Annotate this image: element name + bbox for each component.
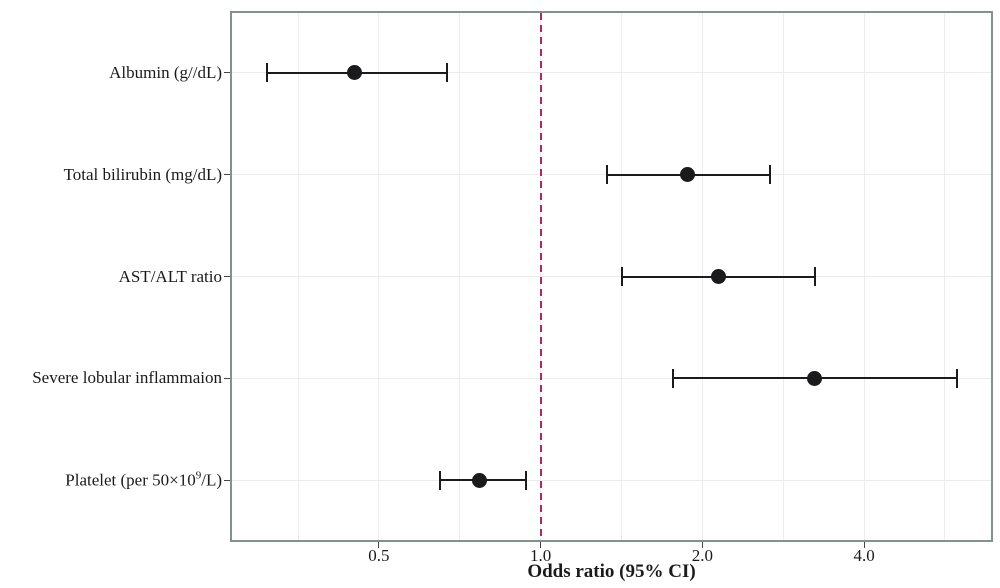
y-axis-label: Platelet (per 50×109/L) [65, 469, 222, 490]
error-bar-cap-high [525, 470, 528, 490]
point-marker [346, 65, 362, 81]
x-axis-tick [540, 542, 542, 548]
plot-area [230, 11, 993, 542]
y-axis-label: Severe lobular inflammaion [32, 368, 222, 388]
error-bar-cap-low [621, 267, 624, 286]
error-bar-cap-low [266, 63, 269, 83]
y-axis-label: AST/ALT ratio [118, 266, 222, 286]
y-axis-label: Total bilirubin (mg/dL) [63, 164, 222, 184]
error-bar-cap-low [439, 470, 442, 490]
point-marker [472, 472, 488, 488]
gridline-y [232, 72, 991, 74]
error-bar-cap-high [446, 63, 449, 83]
x-axis-tick-label: 4.0 [853, 546, 875, 565]
x-axis-tick [701, 542, 703, 548]
x-axis-tick [863, 542, 865, 548]
y-axis-tick [224, 72, 230, 74]
y-axis-tick [224, 377, 230, 379]
x-axis-tick [378, 542, 380, 548]
y-axis-labels: Albumin (g//dL) Total bilirubin (mg/dL) AS… [0, 13, 222, 540]
error-bar-cap-low [671, 368, 674, 388]
x-axis-tick-label: 0.5 [368, 546, 390, 565]
y-axis-tick [224, 276, 230, 277]
point-marker [680, 167, 696, 183]
error-bar-cap-high [813, 267, 816, 286]
point-marker [806, 370, 822, 386]
x-axis-tick-label: 1.0 [529, 546, 552, 565]
x-axis-title: Odds ratio (95% CI) [527, 561, 696, 582]
y-axis-label: Albumin (g//dL) [109, 62, 222, 82]
gridline-y [232, 276, 991, 277]
y-axis-tick [224, 479, 230, 481]
error-bar-cap-low [606, 165, 609, 185]
y-axis-tick [224, 174, 230, 176]
reference-line [539, 13, 542, 540]
gridline-y [232, 479, 991, 481]
gridline-y [232, 377, 991, 379]
error-bar-cap-high [956, 368, 959, 388]
x-axis-tick-label: 2.0 [691, 546, 713, 565]
point-marker [710, 269, 726, 284]
error-bar-cap-high [768, 165, 771, 185]
